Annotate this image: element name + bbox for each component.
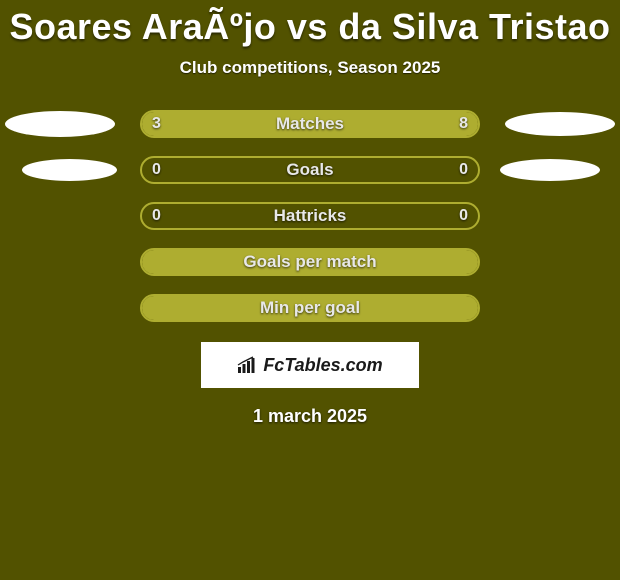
watermark-text: FcTables.com <box>263 355 382 376</box>
watermark: FcTables.com <box>201 342 419 388</box>
bar-value-right: 8 <box>459 112 468 136</box>
player-ellipse <box>505 112 615 136</box>
comparison-row: Goals per match <box>0 248 620 276</box>
bar-track: Goals0 0 <box>140 156 480 184</box>
comparison-row: Goals0 0 <box>0 156 620 184</box>
bar-track: Hattricks0 0 <box>140 202 480 230</box>
bar-label: Goals <box>142 158 478 182</box>
page-title: Soares AraÃºjo vs da Silva Tristao <box>0 0 620 48</box>
comparison-rows: Matches38Goals00Hattricks00Goals per mat… <box>0 110 620 322</box>
bar-track: Matches3 8 <box>140 110 480 138</box>
bar-value-left: 0 <box>152 158 161 182</box>
bar-value-right: 0 <box>459 204 468 228</box>
bar-value-left: 0 <box>152 204 161 228</box>
bar-track: Goals per match <box>140 248 480 276</box>
bar-value-left: 3 <box>152 112 161 136</box>
page-subtitle: Club competitions, Season 2025 <box>0 58 620 78</box>
footer-date: 1 march 2025 <box>0 406 620 427</box>
player-ellipse <box>22 159 117 181</box>
player-ellipse <box>500 159 600 181</box>
player-ellipse <box>5 111 115 137</box>
bar-chart-icon <box>237 356 259 374</box>
comparison-row: Matches3 8 <box>0 110 620 138</box>
bar-value-right: 0 <box>459 158 468 182</box>
bar-label: Min per goal <box>142 296 478 320</box>
comparison-row: Min per goal <box>0 294 620 322</box>
bar-label: Matches <box>142 112 478 136</box>
bar-track: Min per goal <box>140 294 480 322</box>
bar-label: Goals per match <box>142 250 478 274</box>
bar-label: Hattricks <box>142 204 478 228</box>
comparison-row: Hattricks0 0 <box>0 202 620 230</box>
